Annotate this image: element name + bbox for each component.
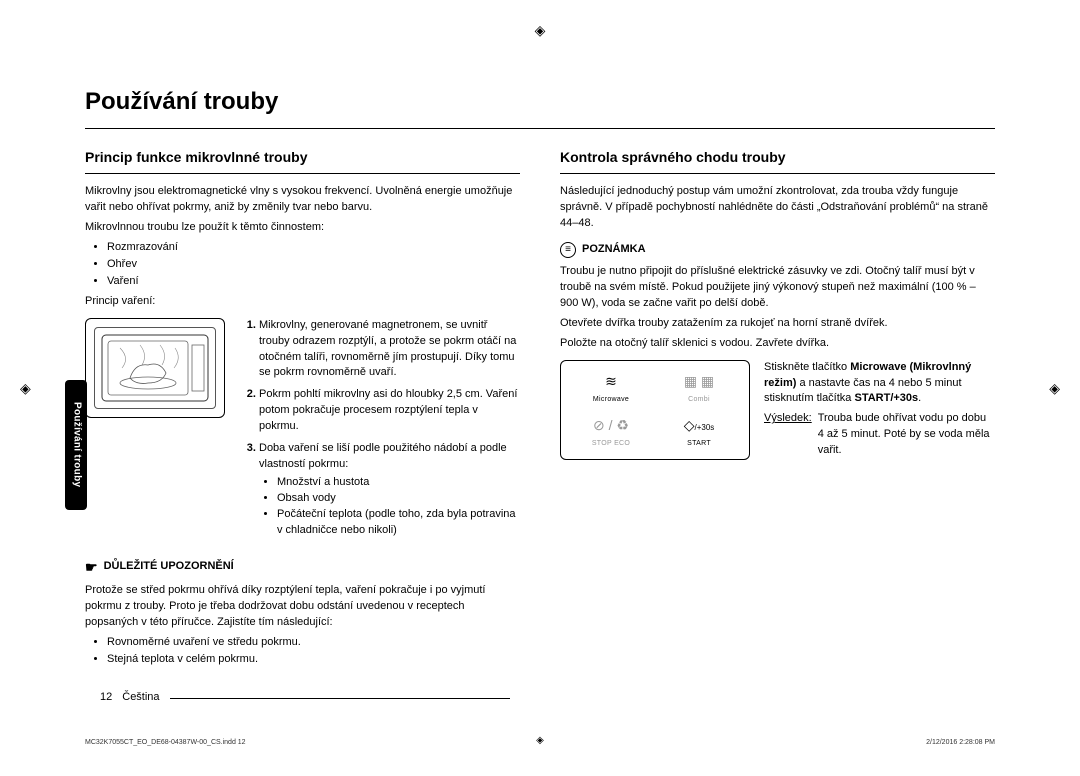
- uses-list: Rozmrazování Ohřev Vaření: [107, 240, 520, 290]
- place-glass-text: Položte na otočný talíř sklenici s vodou…: [560, 336, 995, 352]
- oven-illustration: [100, 333, 210, 403]
- crop-mark-left: ◈: [20, 378, 31, 398]
- content-columns: Princip funkce mikrovlnné trouby Mikrovl…: [85, 147, 995, 672]
- side-tab-label: Používání trouby: [69, 402, 84, 487]
- instr-text: .: [918, 392, 921, 404]
- left-useline: Mikrovlnnou troubu lze použít k těmto či…: [85, 220, 520, 236]
- right-intro: Následující jednoduchý postup vám umožní…: [560, 184, 995, 232]
- panel-instructions: Stiskněte tlačítko Microwave (Mikrovlnný…: [764, 360, 995, 460]
- crop-mark-top: ◈: [535, 20, 546, 40]
- principle-label: Princip vaření:: [85, 294, 520, 310]
- note-body: Troubu je nutno připojit do příslušné el…: [560, 264, 995, 312]
- right-column: Kontrola správného chodu trouby Následuj…: [560, 147, 995, 672]
- principle-steps: Mikrovlny, generované magnetronem, se uv…: [259, 318, 520, 545]
- right-heading: Kontrola správného chodu trouby: [560, 147, 995, 167]
- stop-eco-icon: ⊘ / ♻: [571, 415, 651, 435]
- list-item: Stejná teplota v celém pokrmu.: [107, 652, 520, 668]
- left-intro: Mikrovlny jsou elektromagnetické vlny s …: [85, 184, 520, 216]
- list-item: Množství a hustota: [277, 475, 520, 491]
- microwave-icon: ≋: [571, 371, 651, 391]
- page-footer: 12 Čeština: [100, 690, 510, 706]
- microwave-button-diagram: ≋ Microwave: [571, 371, 651, 405]
- result-key: Výsledek:: [764, 411, 812, 459]
- list-item: Počáteční teplota (podle toho, zda byla …: [277, 507, 520, 539]
- combi-icon: ▦ ▦: [659, 371, 739, 391]
- start-button-diagram: ◇/+30s START: [659, 415, 739, 449]
- list-item: Vaření: [107, 274, 520, 290]
- warning-body: Protože se střed pokrmu ohřívá díky rozp…: [85, 583, 520, 631]
- bottom-crop-mark: ◈: [536, 734, 544, 749]
- panel-row: ≋ Microwave ▦ ▦ Combi ⊘ / ♻ STOP ECO ◇/+…: [560, 360, 995, 461]
- instr-text: Stiskněte tlačítko: [764, 361, 850, 373]
- left-heading: Princip funkce mikrovlnné trouby: [85, 147, 520, 167]
- step-item: Mikrovlny, generované magnetronem, se uv…: [259, 318, 520, 382]
- stop-eco-button-diagram: ⊘ / ♻ STOP ECO: [571, 415, 651, 449]
- step-item: Pokrm pohltí mikrovlny asi do hloubky 2,…: [259, 387, 520, 435]
- combi-label: Combi: [688, 396, 710, 403]
- figure-row: Mikrovlny, generované magnetronem, se uv…: [85, 318, 520, 545]
- title-rule: [85, 128, 995, 129]
- warning-list: Rovnoměrné uvaření ve středu pokrmu. Ste…: [107, 635, 520, 668]
- warning-title: DŮLEŽITÉ UPOZORNĚNÍ: [104, 559, 234, 575]
- list-item: Ohřev: [107, 257, 520, 273]
- right-subrule: [560, 173, 995, 174]
- warning-label: DŮLEŽITÉ UPOZORNĚNÍ: [85, 557, 520, 577]
- start-icon: ◇/+30s: [659, 415, 739, 435]
- microwave-diagram-inner: [94, 327, 216, 409]
- start-label: START: [687, 440, 711, 447]
- result-row: Výsledek: Trouba bude ohřívat vodu po do…: [764, 411, 995, 459]
- step-text: Doba vaření se liší podle použitého nádo…: [259, 442, 507, 470]
- microwave-label: Microwave: [593, 396, 629, 403]
- instruction-line: Stiskněte tlačítko Microwave (Mikrovlnný…: [764, 360, 995, 408]
- side-tab: Používání trouby: [65, 380, 87, 510]
- left-column: Princip funkce mikrovlnné trouby Mikrovl…: [85, 147, 520, 672]
- open-door-text: Otevřete dvířka trouby zatažením za ruko…: [560, 316, 995, 332]
- crop-mark-right: ◈: [1049, 378, 1060, 398]
- doc-datetime: 2/12/2016 2:28:08 PM: [926, 738, 995, 748]
- control-panel-diagram: ≋ Microwave ▦ ▦ Combi ⊘ / ♻ STOP ECO ◇/+…: [560, 360, 750, 461]
- combi-button-diagram: ▦ ▦ Combi: [659, 371, 739, 405]
- result-body: Trouba bude ohřívat vodu po dobu 4 až 5 …: [818, 411, 995, 459]
- step-text: Pokrm pohltí mikrovlny asi do hloubky 2,…: [259, 388, 517, 432]
- footer-line: [170, 698, 510, 699]
- microwave-diagram: [85, 318, 225, 418]
- page-language: Čeština: [122, 690, 159, 706]
- note-label: POZNÁMKA: [560, 242, 995, 258]
- instr-bold: START/+30s: [854, 392, 918, 404]
- note-title: POZNÁMKA: [582, 242, 646, 258]
- stop-eco-label: STOP ECO: [592, 440, 630, 447]
- doc-id: MC32K7055CT_EO_DE68-04387W-00_CS.indd 12: [85, 738, 246, 748]
- step-item: Doba vaření se liší podle použitého nádo…: [259, 441, 520, 539]
- list-item: Rozmrazování: [107, 240, 520, 256]
- step-text: Mikrovlny, generované magnetronem, se uv…: [259, 319, 516, 379]
- page-title: Používání trouby: [85, 85, 995, 120]
- step-sublist: Množství a hustota Obsah vody Počáteční …: [277, 475, 520, 539]
- page-number: 12: [100, 690, 112, 706]
- plus30-label: /+30s: [694, 423, 714, 432]
- left-subrule: [85, 173, 520, 174]
- list-item: Obsah vody: [277, 491, 520, 507]
- list-item: Rovnoměrné uvaření ve středu pokrmu.: [107, 635, 520, 651]
